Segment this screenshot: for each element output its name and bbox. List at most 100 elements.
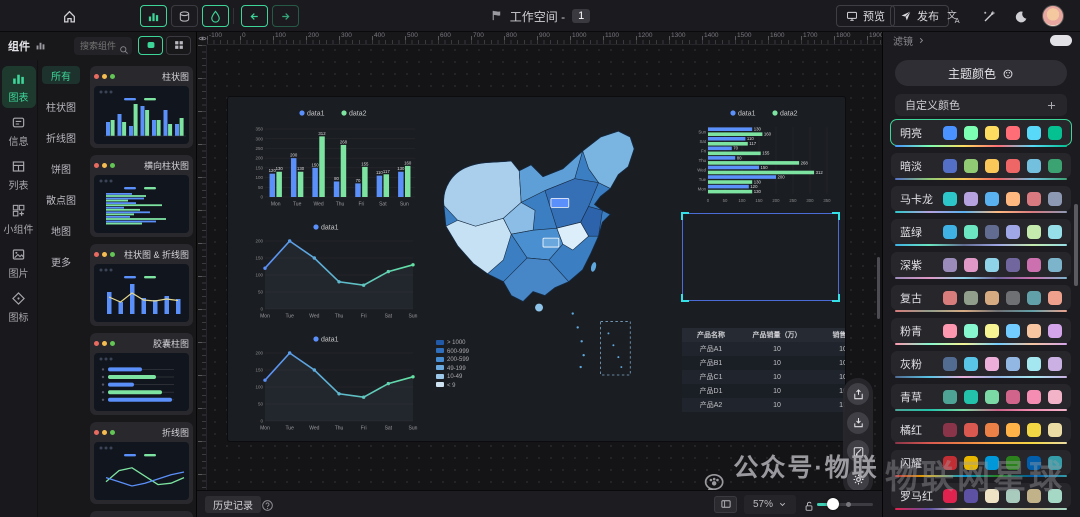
home-button[interactable]	[62, 8, 77, 26]
canvas-scrollbar[interactable]	[877, 257, 880, 319]
theme-row-青草[interactable]: 青草	[891, 384, 1071, 411]
undo-button[interactable]	[241, 5, 268, 27]
component-card-折线图[interactable]: 折线图	[90, 422, 193, 504]
toolbar-droplet-button[interactable]	[202, 5, 229, 27]
component-card-横向柱状图[interactable]: 横向柱状图	[90, 155, 193, 237]
table-cell: 产品A2	[682, 398, 740, 412]
category-所有[interactable]: 所有	[42, 66, 80, 84]
color-swatch	[1048, 389, 1062, 404]
theme-row-粉青[interactable]: 粉青	[891, 318, 1071, 345]
filter-row: 滤镜	[893, 33, 1072, 48]
zoom-slider-knob[interactable]	[827, 498, 839, 510]
svg-text:Thu: Thu	[699, 158, 707, 163]
edit-pad-button[interactable]	[847, 440, 869, 463]
preview-button[interactable]: 预览	[836, 5, 895, 27]
theme-row-深紫[interactable]: 深紫	[891, 252, 1071, 279]
canvas-widget-bar-chart[interactable]: data1 data2 0 50 100 150 200 250 300 350 Mon Tue Wed…	[248, 105, 420, 209]
avatar[interactable]	[1042, 5, 1064, 27]
theme-name: 青草	[900, 391, 922, 404]
selected-empty-widget[interactable]	[681, 212, 840, 302]
category-柱状图[interactable]: 柱状图	[46, 102, 76, 114]
canvas-widget-line-chart-bottom[interactable]: data1 0 50 100 150 200 Mon Tue Wed Thu Fri Sat Sun	[248, 331, 420, 433]
plus-icon[interactable]	[1046, 99, 1057, 111]
zoom-slider[interactable]	[817, 498, 873, 510]
component-card-胶囊柱图[interactable]: 胶囊柱图	[90, 333, 193, 415]
canvas-widget-china-map[interactable]	[424, 111, 664, 401]
grid-view-button[interactable]	[166, 36, 191, 55]
component-card-单折线渐变图[interactable]: 单折线渐变图	[90, 511, 193, 517]
resize-handle[interactable]	[832, 294, 840, 302]
theme-row-橘红[interactable]: 橘红	[891, 417, 1071, 444]
window-dot-yellow	[102, 74, 107, 79]
category-散点图[interactable]: 散点图	[46, 195, 76, 207]
canvas-widget-horizontal-bar-chart[interactable]: data1 data2 0 50 100 150 200 250 300 350 Mon 120 130…	[690, 105, 840, 205]
sidebar-item-列表[interactable]: 列表	[2, 154, 36, 196]
resize-handle[interactable]	[681, 212, 689, 220]
canvas-widget-product-table[interactable]: 产品名称产品销量（万）销售额产品A11010产品B11010产品C11010产品…	[682, 328, 845, 413]
sidebar-item-图表[interactable]: 图表	[1, 66, 36, 108]
window-dot-green	[110, 341, 115, 346]
components-panel-header: 组件	[0, 32, 197, 60]
sidebar-item-信息[interactable]: 信息	[2, 110, 36, 152]
theme-row-灰粉[interactable]: 灰粉	[891, 351, 1071, 378]
resize-handle[interactable]	[832, 212, 840, 220]
ruler-number: 1600	[770, 32, 785, 39]
ruler-number: 1200	[638, 32, 653, 39]
theme-row-闪耀[interactable]: 闪耀	[891, 450, 1071, 477]
eye-icon	[198, 36, 206, 40]
theme-row-蓝绿[interactable]: 蓝绿	[891, 219, 1071, 246]
flag-icon	[490, 7, 503, 25]
custom-color-row[interactable]: 自定义颜色	[895, 94, 1067, 116]
ruler-eye-button[interactable]	[197, 32, 207, 45]
redo-button[interactable]	[272, 5, 299, 27]
color-swatch	[943, 455, 957, 470]
resize-handle[interactable]	[681, 294, 689, 302]
dark-mode-button[interactable]	[1014, 8, 1028, 26]
help-icon[interactable]	[261, 497, 274, 515]
lock-icon[interactable]	[803, 497, 815, 515]
color-swatch	[1048, 257, 1062, 272]
table-row: 产品A21010	[682, 398, 845, 412]
magic-wand-button[interactable]	[982, 8, 996, 26]
sidebar-item-图片[interactable]: 图片	[2, 242, 36, 284]
layout-toggle-button[interactable]	[714, 496, 737, 513]
table-cell: 产品C1	[682, 370, 740, 384]
theme-row-罗马红[interactable]: 罗马红	[891, 483, 1071, 510]
canvas-widget-line-chart-top[interactable]: data1 0 50 100 150 200 Mon Tue Wed Thu Fri Sat Sun	[248, 219, 420, 321]
category-饼图[interactable]: 饼图	[51, 164, 71, 176]
filter-toggle[interactable]	[1050, 35, 1072, 46]
sidebar-item-图标[interactable]: 图标	[2, 286, 36, 328]
zoom-select[interactable]: 57%	[744, 495, 796, 514]
canvas[interactable]: -100 0 100 200 300 400 500 600 700 800 900 1000 1100…	[197, 32, 882, 490]
svg-text:Sat: Sat	[385, 426, 393, 432]
toolbar-chart-button[interactable]	[140, 5, 167, 27]
category-折线图[interactable]: 折线图	[46, 133, 76, 145]
upload-box-button[interactable]	[847, 383, 869, 405]
svg-text:data1: data1	[321, 225, 339, 232]
single-view-button[interactable]	[138, 36, 163, 55]
ruler-number: 1900	[869, 32, 882, 39]
sidebar-item-小组件[interactable]: 小组件	[2, 198, 36, 240]
history-button[interactable]: 历史记录	[205, 496, 261, 513]
gear-button[interactable]	[847, 468, 869, 490]
settings-scrollbar[interactable]	[1074, 204, 1078, 286]
component-card-柱状图 & 折线图[interactable]: 柱状图 & 折线图	[90, 244, 193, 326]
artboard[interactable]: data1 data2 0 50 100 150 200 250 300 350 Mon Tue Wed…	[228, 97, 845, 441]
svg-text:150: 150	[255, 368, 263, 373]
theme-row-暗淡[interactable]: 暗淡	[891, 153, 1071, 180]
theme-row-马卡龙[interactable]: 马卡龙	[891, 186, 1071, 213]
settings-panel: 滤镜 主题颜色 自定义颜色 明亮 暗淡 马卡龙 蓝绿 深紫 复古 粉青 灰粉	[882, 32, 1080, 517]
category-更多[interactable]: 更多	[51, 257, 71, 269]
theme-swatches	[943, 488, 1062, 503]
component-card-柱状图[interactable]: 柱状图	[90, 66, 193, 148]
search-input[interactable]	[74, 37, 132, 55]
toolbar-stack-button[interactable]	[171, 5, 198, 27]
theme-color-button[interactable]: 主题颜色	[895, 60, 1067, 86]
theme-row-明亮[interactable]: 明亮	[891, 120, 1071, 147]
download-box-button[interactable]	[847, 411, 869, 434]
color-swatch	[943, 257, 957, 272]
publish-button[interactable]: 发布	[890, 5, 949, 27]
category-地图[interactable]: 地图	[51, 226, 71, 238]
theme-row-复古[interactable]: 复古	[891, 285, 1071, 312]
